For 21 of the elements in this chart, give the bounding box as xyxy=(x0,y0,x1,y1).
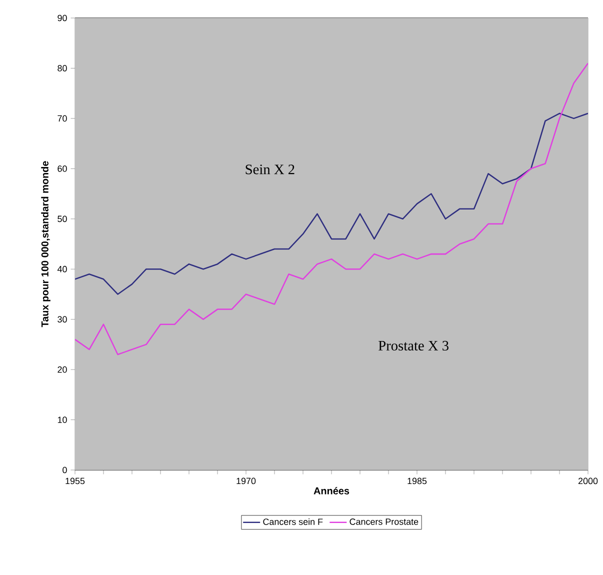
x-tick-label: 2000 xyxy=(578,478,598,484)
y-tick-label: 40 xyxy=(57,266,67,272)
y-tick-label: 70 xyxy=(58,115,67,122)
y-tick-label: 30 xyxy=(58,316,67,323)
y-tick-label: 80 xyxy=(58,65,67,72)
y-tick-label: 0 xyxy=(62,466,67,474)
y-tick-label: 90 xyxy=(58,14,67,22)
x-axis-title: Années xyxy=(314,486,350,494)
legend-label: Cancers sein F xyxy=(263,518,323,525)
y-tick-label: 60 xyxy=(58,165,67,172)
x-tick-label: 1985 xyxy=(408,478,427,484)
legend-label: Cancers Prostate xyxy=(350,518,418,525)
x-tick-label: 1955 xyxy=(66,478,85,484)
y-tick-label: 10 xyxy=(58,416,67,423)
y-tick-label: 20 xyxy=(58,366,67,373)
x-tick-label: 1970 xyxy=(236,478,256,484)
annotation: Sein X 2 xyxy=(246,164,294,174)
y-tick-label: 50 xyxy=(58,216,67,222)
y-axis-title: Taux pour 100 000,standard monde xyxy=(41,161,50,328)
annotation: Prostate X 3 xyxy=(378,340,448,351)
line-series xyxy=(75,112,588,295)
